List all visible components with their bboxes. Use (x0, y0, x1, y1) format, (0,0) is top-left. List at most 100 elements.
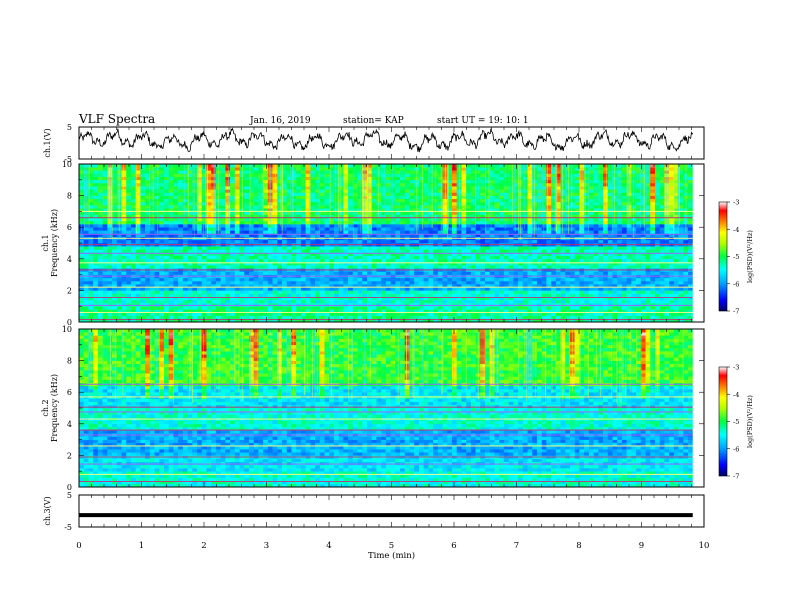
ch1-spectrogram-cell (428, 246, 434, 250)
ch1-spectrogram-cell (395, 312, 401, 316)
ch1-spectrogram-cell (182, 170, 188, 174)
ch1-spectrogram-cell (102, 195, 108, 200)
ch1-spectrogram-cell (536, 258, 542, 263)
ch1-spectrogram-cell (310, 186, 316, 190)
ch1-spectrogram-cell (513, 318, 519, 323)
ch1-spectrogram-cell (527, 167, 533, 171)
ch1-spectrogram-cell (404, 220, 410, 225)
ch1-spectrogram-cell (357, 303, 363, 307)
ch1-spectrogram-cell (324, 220, 330, 225)
ch1-spectrogram-cell (140, 173, 146, 177)
ch1-spectrogram-cell (315, 239, 321, 244)
ch1-spectrogram-cell (163, 227, 169, 231)
ch1-spectrogram-cell (140, 217, 146, 222)
ch1-spectrogram-cell (503, 249, 509, 253)
ch1-spectrogram-cell (159, 318, 165, 323)
ch1-spectrogram-cell (324, 198, 330, 203)
ch1-spectrogram-cell (258, 198, 264, 203)
ch1-spectrogram-cell (107, 312, 113, 316)
ch1-spectrogram-cell (159, 284, 165, 288)
ch1-spectrogram-cell (277, 303, 283, 307)
ch1-spectrogram-cell (192, 233, 198, 237)
ch1-spectrogram-cell (470, 176, 476, 181)
ch1-spectrogram-cell (263, 217, 269, 222)
ch1-spectrogram-cell (135, 227, 141, 231)
ch1-spectrogram-cell (112, 198, 118, 203)
ch1-spectrogram-cell (333, 170, 339, 174)
ch1-spectrogram-cell (234, 258, 240, 263)
ch1-spectrogram-cell (310, 164, 316, 168)
ch1-spectrogram-cell (324, 192, 330, 196)
ch1-spectrogram-cell (263, 233, 269, 237)
ch1-spectrogram-cell (319, 227, 325, 231)
ch1-spectrogram-cell (149, 179, 155, 184)
ch1-spectrogram-cell (159, 227, 165, 231)
ch1-spectrogram-cell (282, 189, 288, 193)
ch1-spectrogram-cell (442, 249, 448, 253)
ch1-spectrogram-cell (400, 309, 406, 313)
ch1-spectrogram-cell (343, 239, 349, 244)
ch1-spectrogram-cell (215, 271, 221, 275)
ch1-spectrogram-cell (414, 315, 420, 320)
ch1-spectrogram-cell (225, 233, 231, 237)
ch1-spectrogram-cell (225, 287, 231, 291)
ch1-spectrogram-cell (145, 220, 151, 225)
ch1-spectrogram-cell (400, 176, 406, 181)
ch1-spectrogram-cell (140, 198, 146, 203)
ch1-spectrogram-cell (418, 220, 424, 225)
ch1-spectrogram-cell (88, 167, 94, 171)
ch1-spectrogram-cell (348, 186, 354, 190)
ch1-spectrogram-cell (248, 211, 254, 215)
ch1-spectrogram-cell (239, 233, 245, 237)
ch1-spectrogram-cell (329, 258, 335, 263)
ch1-spectrogram-cell (248, 299, 254, 304)
ch1-spectrogram-cell (253, 179, 259, 184)
ch1-spectrogram-cell (480, 258, 486, 263)
ch1-spectrogram-cell (201, 230, 207, 234)
ch1-spectrogram-cell (192, 265, 198, 269)
ch1-spectrogram-cell (433, 252, 439, 256)
start-time-label: start UT = 19: 10: 1 (437, 116, 529, 126)
ch1-spectrogram-cell (187, 284, 193, 288)
ch1-spectrogram-cell (225, 201, 231, 206)
ch1-spectrogram-cell (173, 271, 179, 275)
ch1-spectrogram-cell (93, 315, 99, 320)
ch1-spectrogram-cell (343, 170, 349, 174)
ch1-spectrogram-cell (381, 290, 387, 294)
ch1-spectrogram-cell (414, 249, 420, 253)
ch1-spectrogram-cell (93, 176, 99, 181)
ch1-spectrogram-cell (220, 280, 226, 285)
ch1-spectrogram-cell (201, 205, 207, 209)
ch1-spectrogram-cell (234, 318, 240, 323)
ch1-spectrogram-cell (489, 176, 495, 181)
ch1-spectrogram-cell (234, 227, 240, 231)
ch1-spectrogram-cell (97, 164, 103, 168)
ch1-spectrogram-cell (513, 173, 519, 177)
ch1-spectrogram-cell (154, 303, 160, 307)
ch1-spectrogram-cell (475, 198, 481, 203)
ch1-spectrogram-cell (206, 271, 212, 275)
ch1-spectrogram-cell (371, 306, 377, 310)
ch1-spectrogram-cell (447, 296, 453, 301)
ch1-spectrogram-cell (93, 261, 99, 266)
ch1-spectrogram-cell (201, 189, 207, 193)
ch1-spectrogram-cell (352, 198, 358, 203)
ch1-spectrogram-cell (315, 277, 321, 282)
ch1-spectrogram-cell (248, 290, 254, 294)
ch1-spectrogram-cell (149, 224, 155, 228)
ch1-spectrogram-cell (258, 309, 264, 313)
ch1-spectrogram-cell (503, 179, 509, 184)
ch1-spectrogram-cell (102, 211, 108, 215)
ch1-spectrogram-cell (145, 239, 151, 244)
ch1-spectrogram-cell (215, 290, 221, 294)
ch1-spectrogram-cell (206, 211, 212, 215)
ch1-spectrogram-cell (485, 309, 491, 313)
ch1-spectrogram-cell (366, 192, 373, 196)
ch1-spectrogram-cell (182, 179, 188, 184)
ch1-spectrogram-cell (145, 303, 151, 307)
ch1-spectrogram-cell (154, 179, 160, 184)
ch1-spectrogram-cell (466, 277, 472, 282)
ch1-spectrogram-cell (366, 315, 373, 320)
ch1-spectrogram-cell (145, 246, 151, 250)
ch1-spectrogram-cell (135, 182, 141, 187)
